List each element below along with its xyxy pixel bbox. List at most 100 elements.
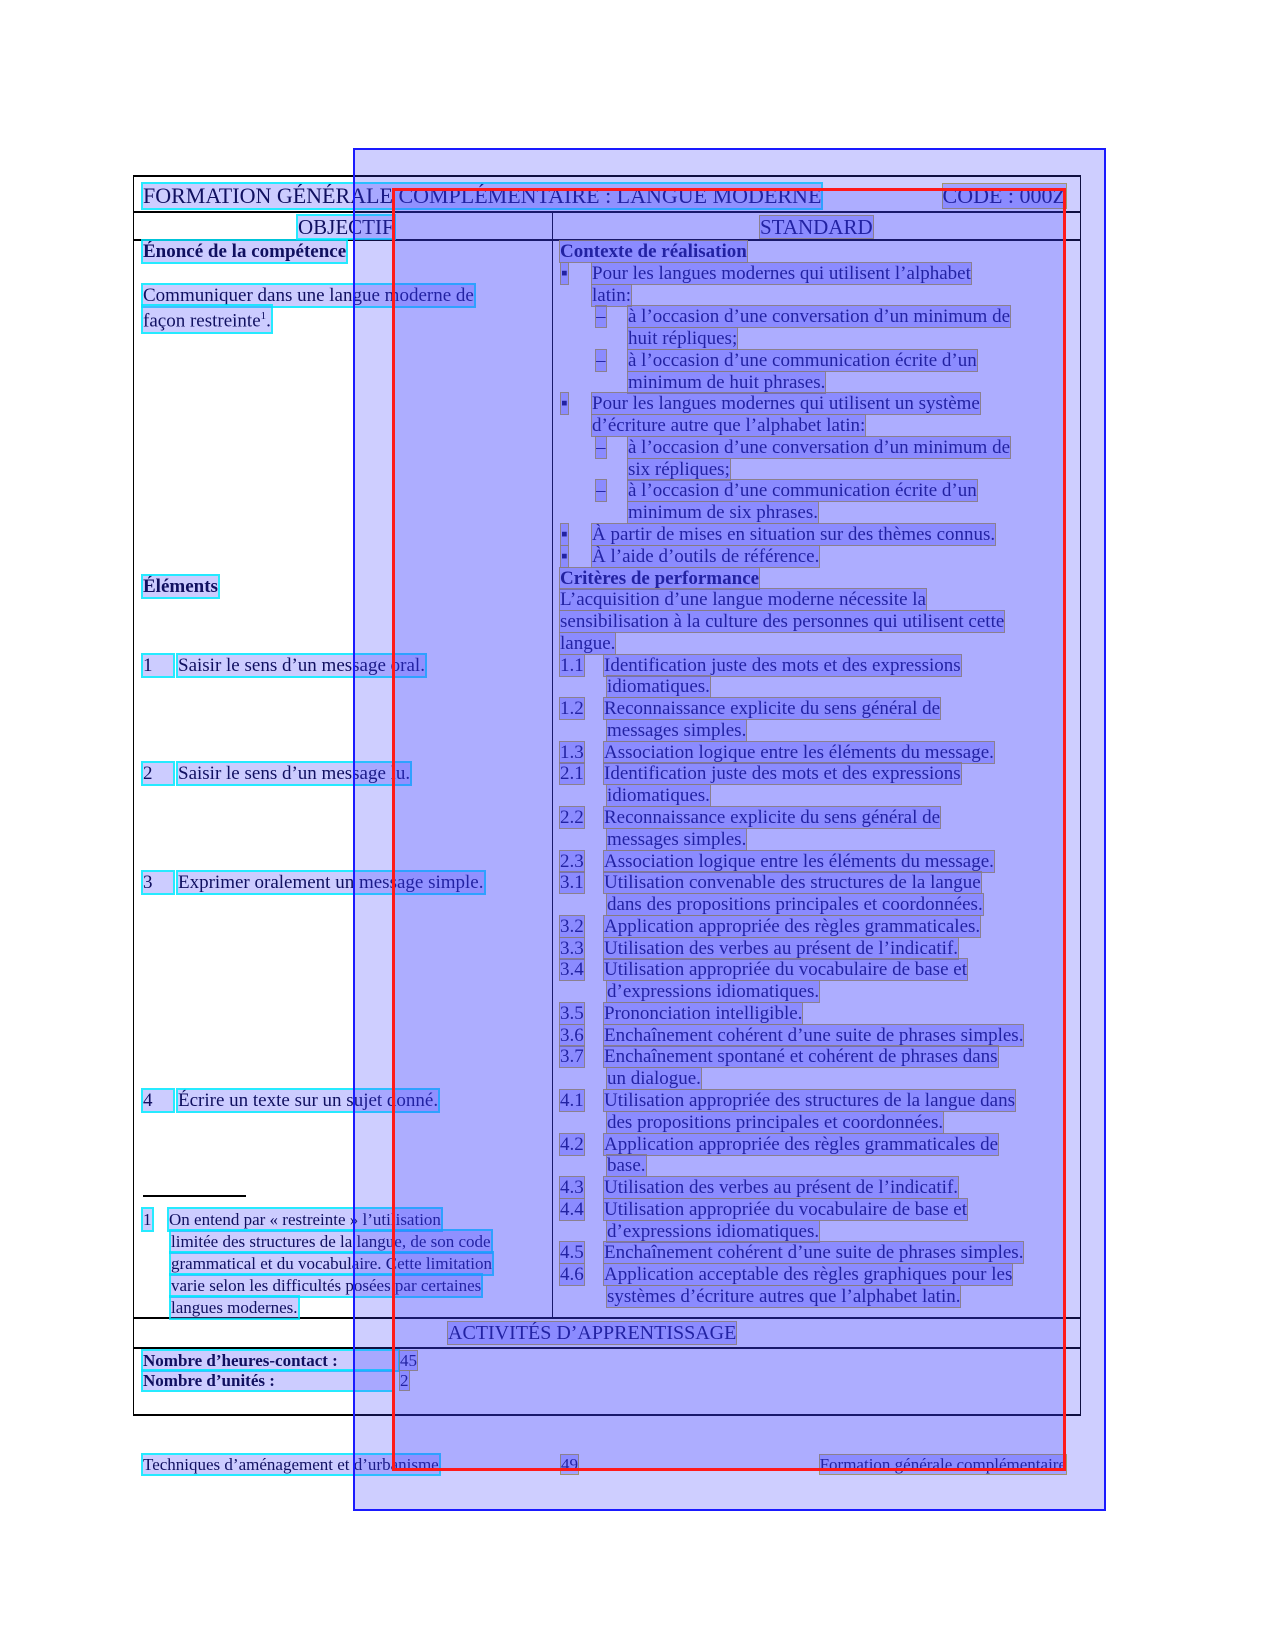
criterion-continuation: des propositions principales et coordonn… (605, 1110, 945, 1134)
footnote-line: limitée des structures de la langue, de … (169, 1228, 493, 1254)
sub-item-continuation: huit répliques; (626, 327, 739, 351)
column-divider (552, 213, 553, 1318)
dash-icon: – (595, 348, 607, 372)
criterion-text: Association logique entre les éléments d… (603, 849, 995, 873)
element-text: Saisir le sens d’un message lu. (175, 761, 413, 787)
paragraph-line: L’acquisition d’une langue moderne néces… (559, 588, 927, 612)
table-top-rule (133, 175, 1081, 177)
bullet-item: Pour les langues modernes qui utilisent … (591, 392, 981, 416)
footnote-line: varie selon les difficultés posées par c… (168, 1272, 484, 1298)
hours-value: 45 (399, 1350, 418, 1371)
sub-item: à l’occasion d’une communication écrite … (627, 479, 978, 503)
criterion-number: 2.2 (559, 806, 585, 830)
criterion-number: 1.1 (559, 653, 585, 677)
competence-heading: Énoncé de la compétence (140, 239, 349, 264)
dash-icon: – (595, 479, 607, 503)
columns-rule (133, 239, 1081, 241)
sub-item-continuation: minimum de six phrases. (627, 501, 819, 525)
column-header-objectif: OBJECTIF (296, 214, 396, 240)
bullet-item: À partir de mises en situation sur des t… (590, 523, 997, 546)
criterion-text: Utilisation appropriée du vocabulaire de… (603, 1197, 968, 1221)
criterion-number: 3.6 (559, 1023, 585, 1047)
paragraph-line: langue. (558, 631, 617, 655)
criterion-continuation: un dialogue. (606, 1067, 702, 1091)
criterion-continuation: idiomatiques. (606, 784, 711, 808)
activities-top-rule (133, 1317, 1081, 1319)
criterion-continuation: base. (606, 1154, 647, 1178)
criterion-text: Utilisation des verbes au présent de l’i… (602, 1176, 960, 1200)
element-text: Saisir le sens d’un message oral. (176, 652, 427, 678)
criterion-text: Application acceptable des règles graphi… (602, 1263, 1014, 1287)
criterion-continuation: d’expressions idiomatiques. (605, 980, 821, 1004)
footnote-reference[interactable]: 1 (260, 310, 267, 323)
element-text: Écrire un texte sur un sujet donné. (175, 1088, 441, 1114)
criterion-continuation: systèmes d’écriture autres que l’alphabe… (605, 1284, 962, 1308)
footnote-number: 1 (141, 1207, 154, 1232)
table-bottom-rule (133, 1414, 1081, 1416)
criterion-text: Reconnaissance explicite du sens général… (602, 806, 942, 830)
criterion-continuation: dans des propositions principales et coo… (606, 893, 984, 917)
criterion-text: Identification juste des mots et des exp… (603, 762, 962, 786)
criterion-number: 2.1 (559, 762, 585, 786)
criterion-number: 4.6 (559, 1263, 585, 1287)
criterion-number: 3.7 (559, 1045, 585, 1069)
criterion-text: Utilisation appropriée du vocabulaire de… (603, 958, 968, 982)
criterion-text: Utilisation convenable des structures de… (603, 871, 982, 895)
element-number: 2 (141, 761, 175, 787)
column-header-standard: STANDARD (759, 215, 874, 239)
units-value: 2 (399, 1370, 410, 1391)
element-number: 3 (141, 870, 175, 896)
hours-label: Nombre d’heures-contact : (141, 1349, 400, 1372)
criterion-number: 3.5 (559, 1001, 585, 1025)
footnote-line: On entend par « restreinte » l’utilisati… (167, 1207, 443, 1232)
footnote-line: grammatical et du vocabulaire. Cette lim… (169, 1250, 494, 1276)
footnote-line: langues modernes. (169, 1294, 300, 1320)
footer-left: Techniques d’aménagement et d’urbanisme (141, 1453, 441, 1476)
units-label: Nombre d’unités : (141, 1369, 395, 1392)
bullet-icon: ▪ (560, 544, 569, 568)
criterion-text: Reconnaissance explicite du sens général… (602, 697, 942, 721)
activities-bottom-rule (133, 1347, 1081, 1349)
criterion-number: 3.3 (559, 936, 585, 960)
criterion-number: 3.2 (559, 914, 585, 938)
criterion-text: Enchaînement cohérent d’une suite de phr… (602, 1023, 1025, 1047)
sub-item: à l’occasion d’une communication écrite … (627, 348, 978, 372)
criterion-text: Association logique entre les éléments d… (603, 740, 995, 764)
table-left-rule (133, 175, 134, 1416)
competence-statement: Communiquer dans une langue moderne de (141, 282, 476, 308)
criterion-text: Identification juste des mots et des exp… (603, 653, 962, 677)
criterion-number: 3.4 (559, 958, 585, 982)
criterion-text: Utilisation des verbes au présent de l’i… (602, 936, 960, 960)
section-heading: Contexte de réalisation (559, 240, 748, 263)
elements-heading: Éléments (141, 574, 220, 600)
criterion-number: 4.5 (559, 1241, 585, 1265)
section-heading: Critères de performance (558, 566, 761, 590)
sub-item: à l’occasion d’une conversation d’un min… (626, 435, 1012, 459)
bullet-icon: ▪ (560, 523, 569, 546)
activities-title: ACTIVITÉS D’APPRENTISSAGE (446, 1321, 738, 1345)
criterion-number: 1.2 (559, 697, 585, 721)
criterion-number: 4.4 (559, 1197, 585, 1221)
document-code: CODE : 000Z (941, 183, 1068, 209)
bullet-item-continuation: d’écriture autre que l’alphabet latin: (590, 414, 867, 438)
criterion-text: Utilisation appropriée des structures de… (602, 1089, 1017, 1113)
criterion-number: 4.1 (559, 1089, 585, 1113)
criterion-number: 1.3 (559, 740, 585, 764)
competence-statement: façon restreinte1. (141, 304, 273, 334)
element-text: Exprimer oralement un message simple. (176, 870, 486, 896)
criterion-continuation: d’expressions idiomatiques. (605, 1219, 821, 1243)
paragraph-line: sensibilisation à la culture des personn… (558, 610, 1006, 634)
criterion-text: Application appropriée des règles gramma… (602, 914, 982, 938)
criterion-text: Prononciation intelligible. (602, 1001, 804, 1025)
sub-item: à l’occasion d’une conversation d’un min… (626, 305, 1012, 329)
footer-page-number: 49 (560, 1454, 579, 1475)
criterion-continuation: messages simples. (605, 827, 748, 851)
bullet-item: À l’aide d’outils de référence. (590, 544, 821, 568)
criterion-text: Enchaînement spontané et cohérent de phr… (603, 1045, 999, 1069)
element-number: 4 (141, 1088, 175, 1114)
footnote-rule (143, 1195, 246, 1197)
criterion-continuation: messages simples. (605, 718, 748, 742)
criterion-number: 4.3 (559, 1176, 585, 1200)
document-title: FORMATION GÉNÉRALE COMPLÉMENTAIRE : LANG… (140, 182, 824, 210)
criterion-continuation: idiomatiques. (606, 675, 711, 699)
